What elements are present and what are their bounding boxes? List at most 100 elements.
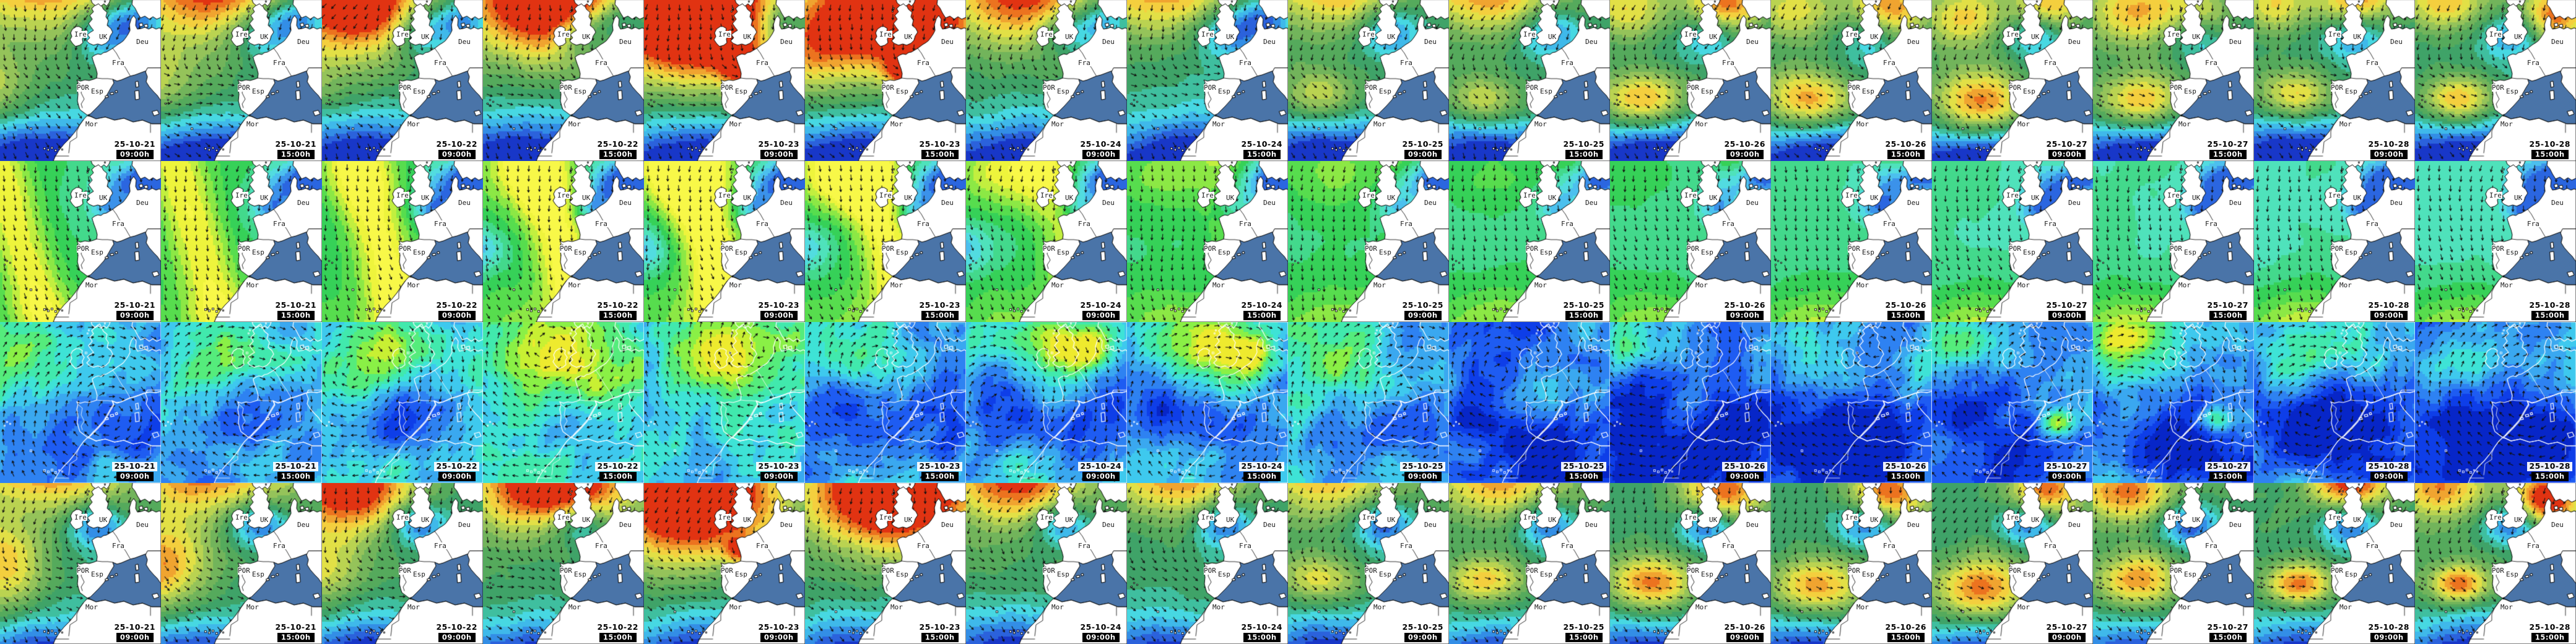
map-tile[interactable]: Ire UK Deu Fra Esp POR Mor 25-10-22 15:0…	[483, 161, 644, 322]
map-tile[interactable]: Ire UK Deu Fra Esp POR Mor 25-10-28 15:0…	[2415, 322, 2576, 483]
country-label-uk: UK	[98, 33, 108, 41]
map-tile[interactable]: Ire UK Deu Fra Esp POR Mor 25-10-25 15:0…	[1449, 322, 1610, 483]
map-tile[interactable]: Ire UK Deu Fra Esp POR Mor 25-10-25 15:0…	[1449, 483, 1610, 644]
country-label-france: Fra	[1238, 59, 1252, 67]
map-tile[interactable]: Ire UK Deu Fra Esp POR Mor 25-10-23 15:0…	[805, 483, 966, 644]
map-tile[interactable]: Ire UK Deu Fra Esp POR Mor 25-10-22 15:0…	[483, 0, 644, 161]
tile-date: 25-10-27	[2205, 301, 2250, 310]
map-tile[interactable]: Ire UK Deu Fra Esp POR Mor 25-10-26 09:0…	[1610, 483, 1771, 644]
map-tile[interactable]: Ire UK Deu Fra Esp POR Mor 25-10-21 15:0…	[161, 483, 322, 644]
tile-datetime: 25-10-22 15:00h	[595, 140, 640, 159]
map-tile[interactable]: Ire UK Deu Fra Esp POR Mor 25-10-21 15:0…	[161, 322, 322, 483]
map-tile[interactable]: Ire UK Deu Fra Esp POR Mor 25-10-28 09:0…	[2254, 483, 2415, 644]
country-label-portugal: POR	[2170, 245, 2182, 253]
map-tile[interactable]: Ire UK Deu Fra Esp POR Mor 25-10-28 15:0…	[2415, 0, 2576, 161]
map-tile[interactable]: Ire UK Deu Fra Esp POR Mor 25-10-25 15:0…	[1449, 0, 1610, 161]
map-tile[interactable]: Ire UK Deu Fra Esp POR Mor 25-10-24 09:0…	[966, 161, 1127, 322]
map-canvas	[1771, 322, 1932, 483]
map-tile[interactable]: Ire UK Deu Fra Esp POR Mor 25-10-23 15:0…	[805, 0, 966, 161]
map-tile[interactable]: Ire UK Deu Fra Esp POR Mor 25-10-25 09:0…	[1288, 483, 1449, 644]
map-tile[interactable]: Ire UK Deu Fra Esp POR Mor 25-10-21 09:0…	[0, 322, 161, 483]
country-label-france: Fra	[755, 59, 769, 67]
country-label-morocco: Mor	[890, 603, 903, 611]
map-tile[interactable]: Ire UK Deu Fra Esp POR Mor 25-10-26 15:0…	[1771, 0, 1932, 161]
map-tile[interactable]: Ire UK Deu Fra Esp POR Mor 25-10-27 09:0…	[1932, 322, 2093, 483]
country-label-france: Fra	[2365, 220, 2379, 228]
map-tile[interactable]: Ire UK Deu Fra Esp POR Mor 25-10-21 09:0…	[0, 483, 161, 644]
map-tile[interactable]: Ire UK Deu Fra Esp POR Mor 25-10-27 09:0…	[1932, 483, 2093, 644]
map-tile[interactable]: Ire UK Deu Fra Esp POR Mor 25-10-27 15:0…	[2093, 322, 2254, 483]
map-tile[interactable]: Ire UK Deu Fra Esp POR Mor 25-10-26 09:0…	[1610, 0, 1771, 161]
tile-date: 25-10-21	[273, 462, 318, 471]
country-label-france: Fra	[2043, 59, 2057, 67]
map-tile[interactable]: Ire UK Deu Fra Esp POR Mor 25-10-26 15:0…	[1771, 322, 1932, 483]
map-tile[interactable]: Ire UK Deu Fra Esp POR Mor 25-10-25 09:0…	[1288, 0, 1449, 161]
tile-datetime: 25-10-21 15:00h	[273, 301, 318, 320]
tile-date: 25-10-22	[434, 140, 479, 149]
map-tile[interactable]: Ire UK Deu Fra Esp POR Mor 25-10-21 15:0…	[161, 0, 322, 161]
country-label-ireland: Ire	[2167, 513, 2180, 521]
map-tile[interactable]: Ire UK Deu Fra Esp POR Mor 25-10-28 09:0…	[2254, 322, 2415, 483]
map-tile[interactable]: Ire UK Deu Fra Esp POR Mor 25-10-22 09:0…	[322, 0, 483, 161]
map-tile[interactable]: Ire UK Deu Fra Esp POR Mor 25-10-24 15:0…	[1127, 483, 1288, 644]
map-tile[interactable]: Ire UK Deu Fra Esp POR Mor 25-10-21 09:0…	[0, 0, 161, 161]
country-label-spain: Esp	[412, 570, 426, 578]
map-tile[interactable]: Ire UK Deu Fra Esp POR Mor 25-10-28 09:0…	[2254, 161, 2415, 322]
map-tile[interactable]: Ire UK Deu Fra Esp POR Mor 25-10-23 09:0…	[644, 161, 805, 322]
country-label-ireland: Ire	[1201, 513, 1214, 521]
map-tile[interactable]: Ire UK Deu Fra Esp POR Mor 25-10-25 09:0…	[1288, 161, 1449, 322]
tile-datetime: 25-10-27 15:00h	[2205, 140, 2250, 159]
map-tile[interactable]: Ire UK Deu Fra Esp POR Mor 25-10-22 09:0…	[322, 483, 483, 644]
map-tile[interactable]: Ire UK Deu Fra Esp POR Mor 25-10-23 09:0…	[644, 483, 805, 644]
country-label-portugal: POR	[721, 84, 733, 92]
map-tile[interactable]: Ire UK Deu Fra Esp POR Mor 25-10-22 15:0…	[483, 322, 644, 483]
tile-datetime: 25-10-24 15:00h	[1239, 140, 1284, 159]
map-tile[interactable]: Ire UK Deu Fra Esp POR Mor 25-10-23 15:0…	[805, 161, 966, 322]
country-label-france: Fra	[594, 59, 608, 67]
map-tile[interactable]: Ire UK Deu Fra Esp POR Mor 25-10-27 15:0…	[2093, 483, 2254, 644]
tile-date: 25-10-21	[273, 301, 318, 310]
map-tile[interactable]: Ire UK Deu Fra Esp POR Mor 25-10-24 09:0…	[966, 322, 1127, 483]
map-tile[interactable]: Ire UK Deu Fra Esp POR Mor 25-10-23 09:0…	[644, 322, 805, 483]
map-tile[interactable]: Ire UK Deu Fra Esp POR Mor 25-10-24 15:0…	[1127, 161, 1288, 322]
tile-date: 25-10-24	[1239, 623, 1284, 632]
map-tile[interactable]: Ire UK Deu Fra Esp POR Mor 25-10-26 09:0…	[1610, 322, 1771, 483]
map-tile[interactable]: Ire UK Deu Fra Esp POR Mor 25-10-25 15:0…	[1449, 161, 1610, 322]
map-tile[interactable]: Ire UK Deu Fra Esp POR Mor 25-10-27 15:0…	[2093, 0, 2254, 161]
map-tile[interactable]: Ire UK Deu Fra Esp POR Mor 25-10-26 09:0…	[1610, 161, 1771, 322]
country-label-germany: Deu	[1424, 38, 1437, 46]
country-label-ireland: Ire	[2489, 513, 2502, 521]
map-tile[interactable]: Ire UK Deu Fra Esp POR Mor 25-10-27 15:0…	[2093, 161, 2254, 322]
map-tile[interactable]: Ire UK Deu Fra Esp POR Mor 25-10-28 15:0…	[2415, 161, 2576, 322]
country-label-morocco: Mor	[2339, 603, 2352, 611]
map-tile[interactable]: Ire UK Deu Fra Esp POR Mor 25-10-21 15:0…	[161, 161, 322, 322]
map-tile[interactable]: Ire UK Deu Fra Esp POR Mor 25-10-28 15:0…	[2415, 483, 2576, 644]
map-tile[interactable]: Ire UK Deu Fra Esp POR Mor 25-10-25 09:0…	[1288, 322, 1449, 483]
country-label-germany: Deu	[1746, 199, 1759, 207]
map-tile[interactable]: Ire UK Deu Fra Esp POR Mor 25-10-24 09:0…	[966, 483, 1127, 644]
map-tile[interactable]: Ire UK Deu Fra Esp POR Mor 25-10-21 09:0…	[0, 161, 161, 322]
map-tile[interactable]: Ire UK Deu Fra Esp POR Mor 25-10-24 15:0…	[1127, 322, 1288, 483]
country-label-germany: Deu	[1263, 38, 1276, 46]
tile-date: 25-10-22	[595, 462, 640, 471]
tile-datetime: 25-10-23 15:00h	[917, 462, 962, 481]
map-tile[interactable]: Ire UK Deu Fra Esp POR Mor 25-10-27 09:0…	[1932, 0, 2093, 161]
map-tile[interactable]: Ire UK Deu Fra Esp POR Mor 25-10-28 09:0…	[2254, 0, 2415, 161]
map-tile[interactable]: Ire UK Deu Fra Esp POR Mor 25-10-24 15:0…	[1127, 0, 1288, 161]
map-tile[interactable]: Ire UK Deu Fra Esp POR Mor 25-10-23 15:0…	[805, 322, 966, 483]
map-tile[interactable]: Ire UK Deu Fra Esp POR Mor 25-10-26 15:0…	[1771, 161, 1932, 322]
country-label-france: Fra	[1077, 542, 1091, 550]
map-tile[interactable]: Ire UK Deu Fra Esp POR Mor 25-10-23 09:0…	[644, 0, 805, 161]
map-tile[interactable]: Ire UK Deu Fra Esp POR Mor 25-10-22 15:0…	[483, 483, 644, 644]
country-label-ireland: Ire	[74, 30, 87, 38]
map-tile[interactable]: Ire UK Deu Fra Esp POR Mor 25-10-22 09:0…	[322, 161, 483, 322]
map-tile[interactable]: Ire UK Deu Fra Esp POR Mor 25-10-27 09:0…	[1932, 161, 2093, 322]
map-tile[interactable]: Ire UK Deu Fra Esp POR Mor 25-10-24 09:0…	[966, 0, 1127, 161]
map-tile[interactable]: Ire UK Deu Fra Esp POR Mor 25-10-26 15:0…	[1771, 483, 1932, 644]
country-label-ireland: Ire	[1040, 191, 1053, 199]
tile-date: 25-10-27	[2044, 623, 2089, 632]
map-tile[interactable]: Ire UK Deu Fra Esp POR Mor 25-10-22 09:0…	[322, 322, 483, 483]
country-label-ireland: Ire	[1362, 513, 1375, 521]
tile-date: 25-10-26	[1883, 301, 1928, 310]
map-canvas	[805, 322, 966, 483]
